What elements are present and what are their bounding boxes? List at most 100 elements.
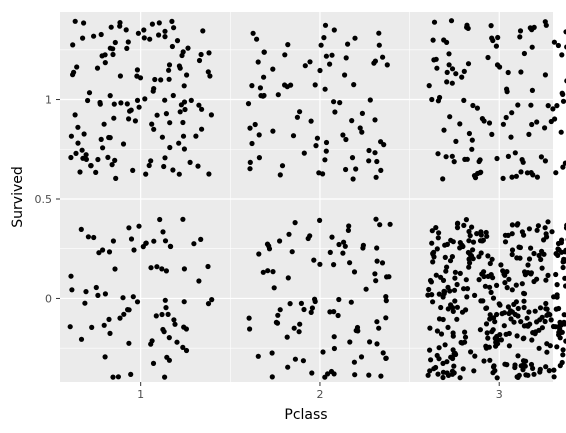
data-point [91,234,97,241]
data-point [440,360,446,366]
data-point [255,59,261,65]
data-point [286,231,292,237]
data-point [78,336,85,342]
data-point [81,20,87,26]
data-point [508,134,514,140]
data-point [329,234,335,240]
data-point [165,311,171,317]
data-point [96,250,102,256]
data-point [261,74,267,80]
data-point [431,19,438,25]
data-point [70,42,76,48]
data-point [514,333,520,339]
data-point [150,360,157,366]
data-point [320,171,326,177]
data-point [461,97,467,103]
data-point [256,155,262,161]
x-tick-label: 1 [137,388,144,401]
data-point [191,241,197,247]
data-point [512,150,518,156]
data-point [174,38,181,44]
data-point [360,242,366,248]
data-point [75,140,81,146]
data-point [358,354,365,360]
data-point [308,309,314,315]
data-point [159,266,165,272]
data-point [91,33,97,39]
data-point [494,282,500,288]
data-point [474,231,480,237]
data-point [384,62,390,68]
data-point [559,90,565,96]
data-point [447,258,454,264]
data-point [440,176,446,182]
data-point [544,341,550,347]
data-point [431,249,437,255]
data-point [107,330,113,336]
data-point [105,154,111,160]
data-point [440,374,446,381]
data-point [435,235,441,241]
data-point [249,83,255,89]
data-point [94,65,101,71]
data-point [181,83,187,89]
data-point [438,331,445,337]
data-point [376,325,382,331]
data-point [156,20,162,26]
data-point [158,77,164,83]
data-point [511,301,517,307]
data-point [451,351,457,357]
data-point [269,350,275,356]
data-point [342,243,348,249]
data-point [325,371,331,377]
data-point [547,312,553,318]
data-point [519,229,526,235]
data-point [176,140,182,146]
data-point [489,329,495,335]
data-point [154,112,160,118]
data-point [101,322,107,328]
data-point [511,319,517,325]
data-point [247,125,253,131]
data-point [193,133,199,139]
data-point [381,142,387,148]
data-point [521,304,527,311]
data-point [163,305,169,311]
data-point [250,30,256,36]
data-point [554,292,560,298]
data-point [477,327,483,333]
data-point [493,43,499,49]
data-point [487,260,493,267]
data-point [372,271,378,277]
data-point [292,220,298,226]
data-point [352,372,358,378]
data-point [557,335,563,341]
data-point [440,277,447,283]
data-point [380,350,386,356]
data-point [177,65,183,71]
data-point [509,251,515,258]
x-tick-label: 2 [316,388,323,401]
data-point [543,300,549,307]
data-point [72,18,78,24]
data-point [478,229,484,235]
data-point [307,59,313,65]
data-point [509,287,515,293]
data-point [433,225,439,231]
data-point [483,229,489,236]
data-point [349,118,355,124]
data-point [270,128,276,134]
data-point [366,372,372,378]
data-point [367,339,373,345]
data-point [559,52,565,58]
data-point [551,367,557,373]
data-point [265,268,271,274]
data-point [503,114,509,121]
data-point [176,171,182,177]
data-point [509,247,516,253]
data-point [288,82,294,88]
data-point [327,61,333,67]
data-point [560,352,566,358]
data-point [149,121,155,127]
data-point [490,370,496,376]
